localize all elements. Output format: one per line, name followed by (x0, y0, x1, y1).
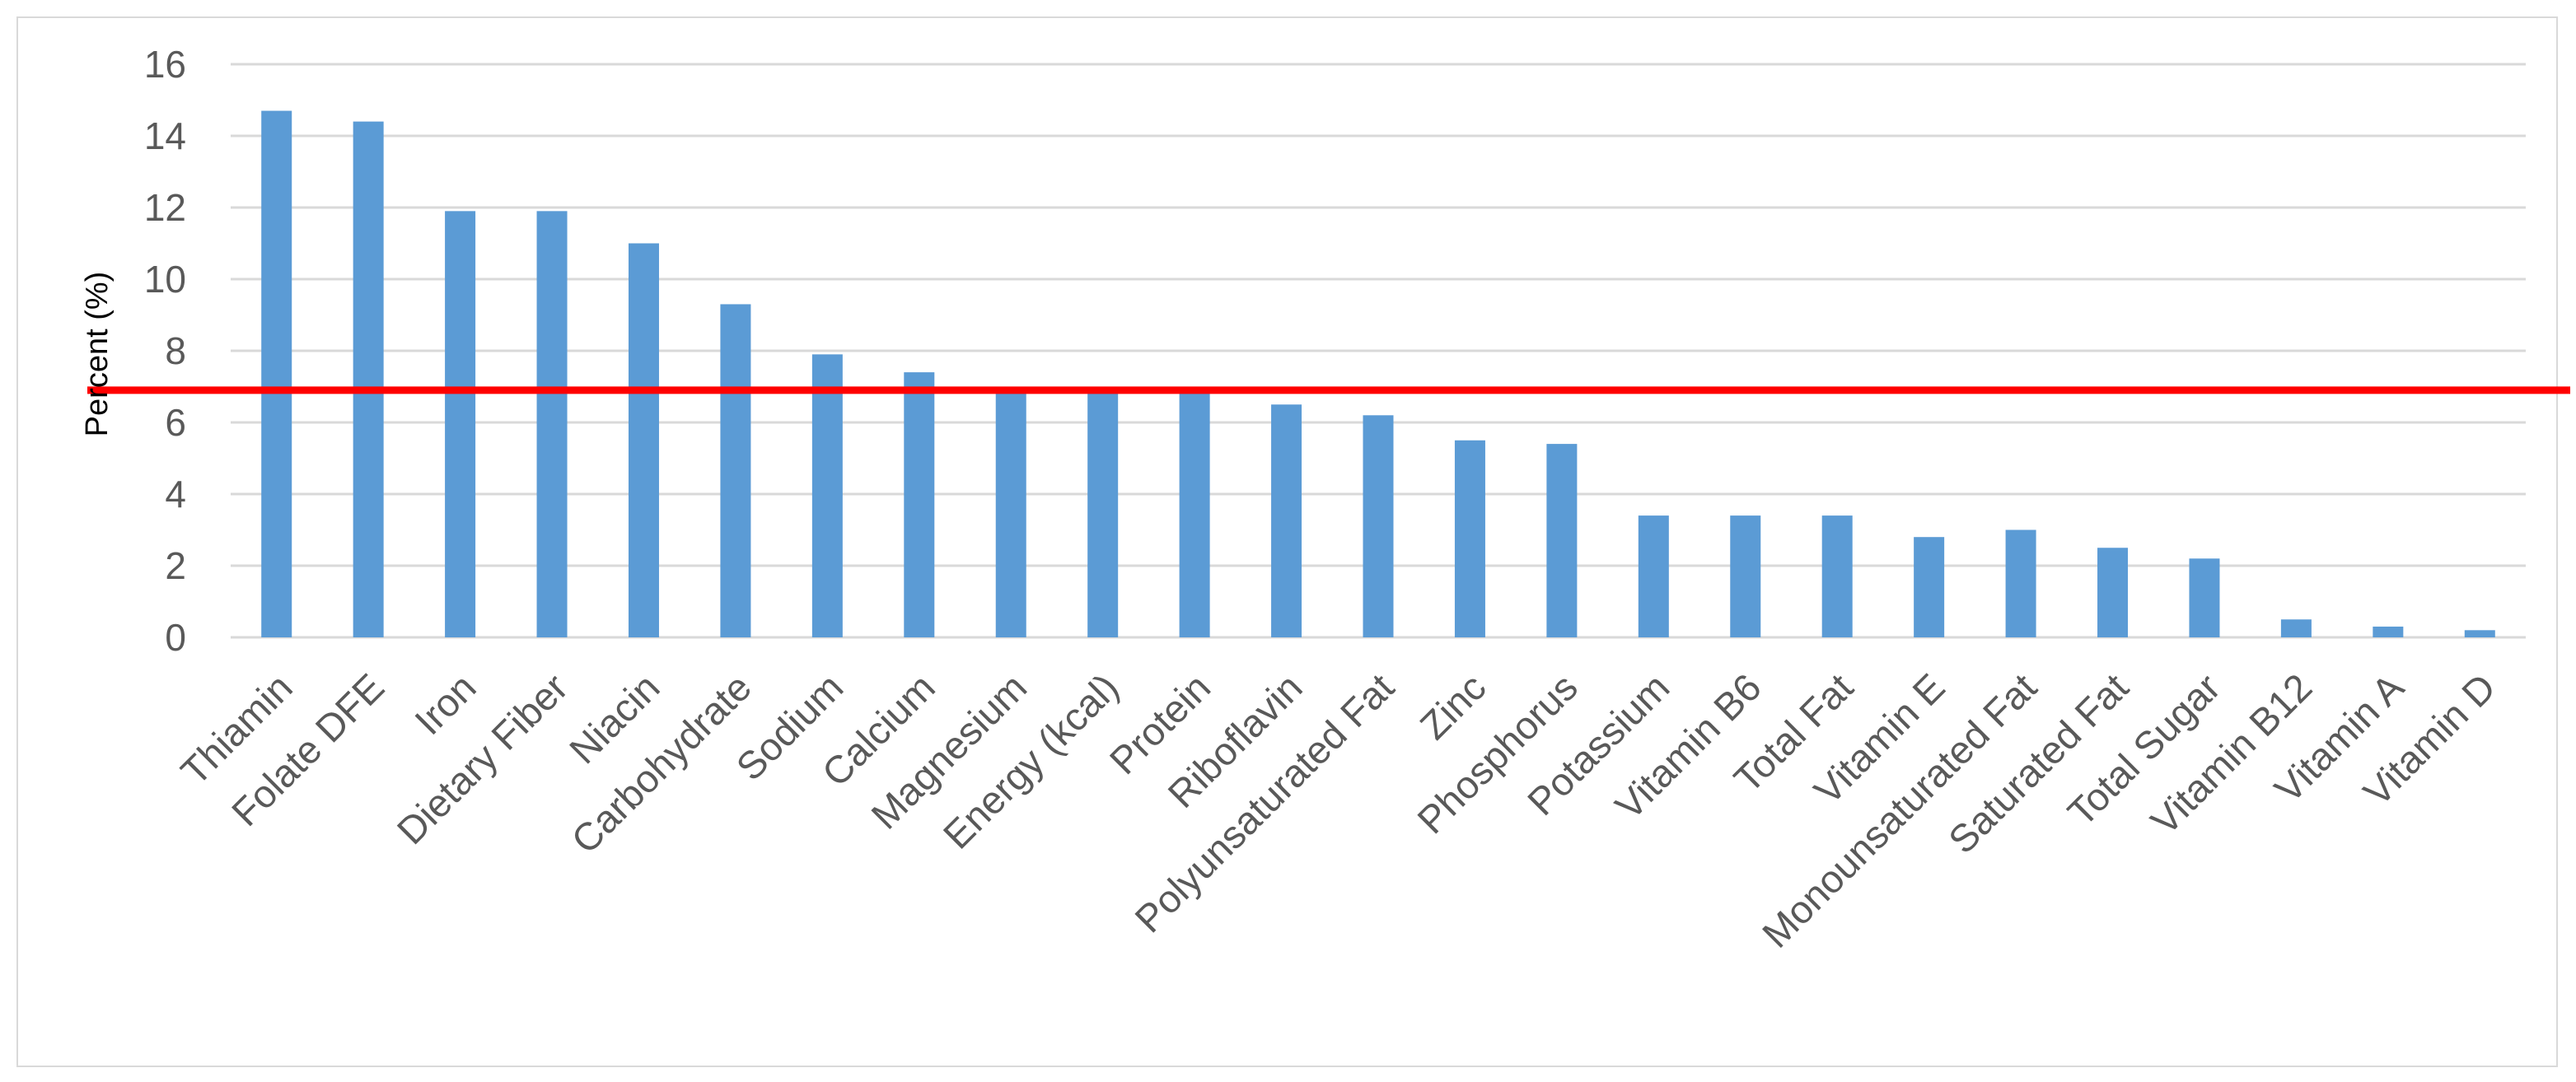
y-axis-ticks: 0 2 4 6 8 10 12 14 16 (144, 43, 186, 659)
bar (2189, 558, 2220, 637)
y-tick-label: 2 (165, 544, 186, 587)
x-category-label: Dietary Fiber (388, 665, 576, 853)
bar (2097, 548, 2129, 637)
y-tick-label: 16 (144, 43, 186, 86)
bar (2373, 626, 2404, 637)
y-tick-label: 8 (165, 329, 186, 372)
bar (1730, 515, 1761, 637)
bar (1087, 386, 1119, 637)
y-tick-label: 12 (144, 186, 186, 229)
y-tick-label: 0 (165, 616, 186, 659)
x-category-label: Iron (406, 665, 484, 744)
bar (995, 386, 1026, 637)
bar (811, 354, 843, 637)
bar (1179, 389, 1210, 637)
y-tick-label: 6 (165, 401, 186, 444)
y-tick-label: 4 (165, 473, 186, 515)
y-tick-label: 14 (144, 114, 186, 157)
bar (536, 211, 568, 638)
bar (1454, 440, 1485, 637)
bar (628, 243, 659, 637)
bar (1914, 537, 1945, 637)
bar (1638, 515, 1669, 637)
bar (2464, 630, 2495, 637)
bars (261, 110, 2495, 638)
y-axis-title: Percent (%) (80, 272, 115, 437)
x-category-label: Zinc (1411, 665, 1494, 748)
bar (261, 110, 292, 638)
bar (2005, 529, 2036, 637)
bar (353, 121, 384, 638)
bar (1546, 444, 1578, 637)
bar (720, 304, 751, 637)
bar (445, 211, 476, 638)
bar (904, 372, 935, 637)
bar (1271, 404, 1302, 637)
bar (1363, 415, 1394, 637)
bar (2280, 619, 2312, 637)
bar (1821, 515, 1853, 637)
gridlines (231, 63, 2526, 639)
y-tick-label: 10 (144, 258, 186, 301)
